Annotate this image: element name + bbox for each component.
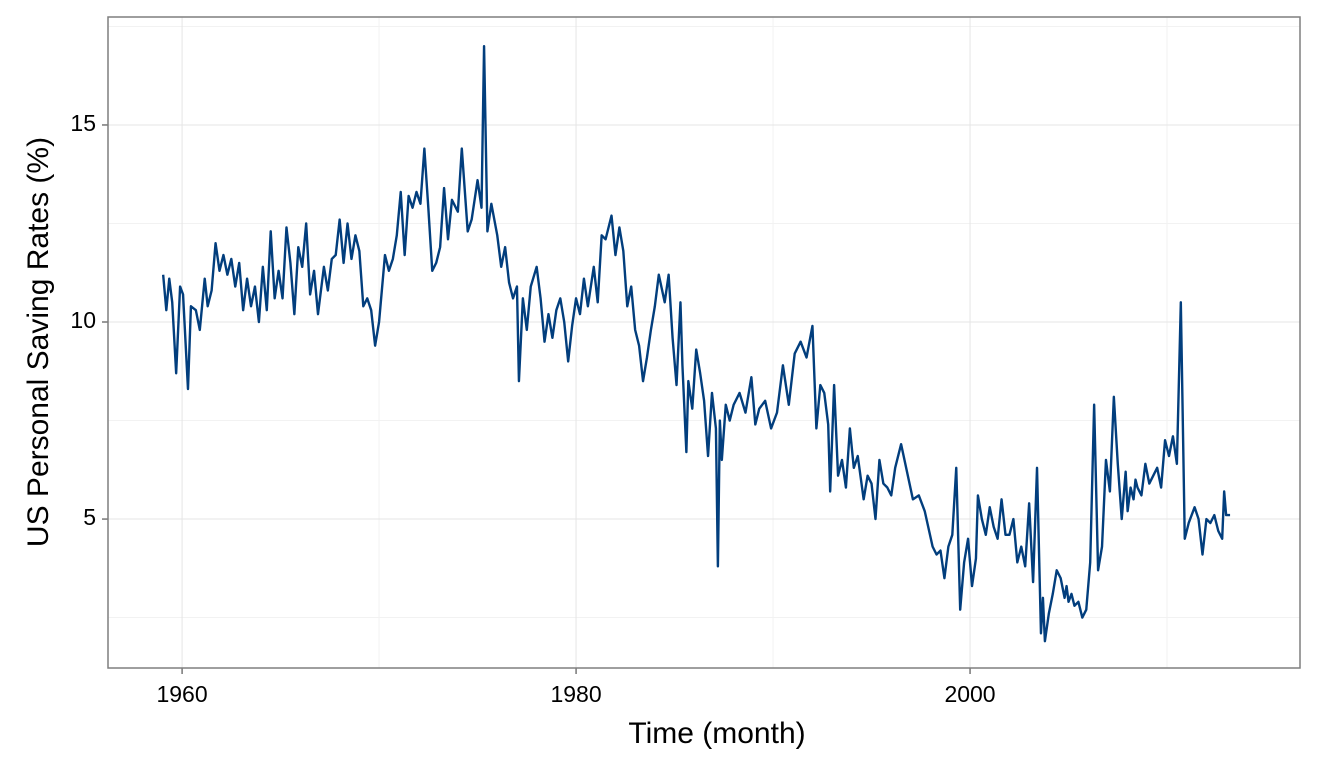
x-axis-title: Time (month) <box>628 717 805 750</box>
y-axis-title: US Personal Saving Rates (%) <box>22 137 55 547</box>
y-tick-label: 10 <box>70 307 96 333</box>
plot-border <box>107 16 1301 669</box>
x-tick-label: 1960 <box>156 681 207 707</box>
y-tick-label: 5 <box>83 504 96 530</box>
x-tick-label: 1980 <box>550 681 601 707</box>
line-series <box>161 44 1231 643</box>
x-tick-label: 2000 <box>944 681 995 707</box>
y-tick-label: 15 <box>70 110 96 136</box>
